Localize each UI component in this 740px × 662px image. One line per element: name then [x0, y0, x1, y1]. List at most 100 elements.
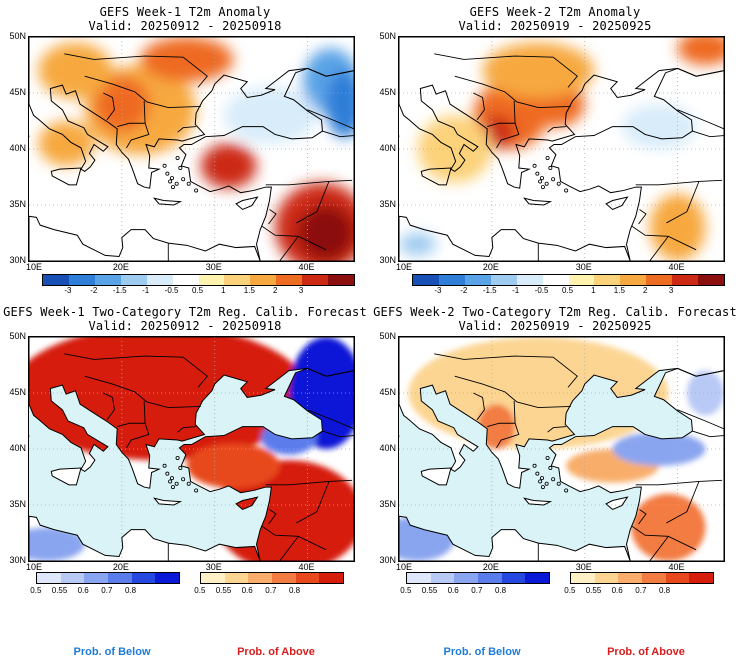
country-borders — [434, 53, 724, 261]
lat-tick-label: 50N — [9, 331, 26, 341]
prob-above-colorbar — [570, 572, 714, 584]
anomaly-region — [399, 233, 437, 256]
colorbar-tick-label: 0.6 — [611, 586, 623, 595]
lat-tick-label: 40N — [379, 443, 396, 453]
colorbar-tick-label: -1.5 — [482, 286, 497, 295]
lat-tick-label: 35N — [9, 199, 26, 209]
lon-tick-label: 40E — [668, 262, 685, 272]
prob-above-colorbar-bin — [665, 573, 690, 583]
lon-tick-label: 10E — [395, 562, 412, 572]
map-week1-prob — [28, 336, 355, 562]
coastlines — [399, 37, 724, 261]
colorbar-tick-label: 0.6 — [241, 586, 253, 595]
colorbar-tick-label: -3 — [434, 286, 442, 295]
prob-below-colorbar-bin — [84, 573, 109, 583]
prob-below-colorbar-bin — [478, 573, 502, 583]
anomaly-colorbar-bin — [542, 275, 569, 285]
prob-above-colorbar-bin — [594, 573, 619, 583]
lon-tick-label: 10E — [25, 562, 42, 572]
lon-tick-label: 30E — [575, 262, 592, 272]
prob-above-colorbar-bin — [201, 573, 225, 583]
panel-title: GEFS Week-2 T2m Anomaly — [469, 5, 641, 19]
country-borders — [64, 53, 354, 261]
colorbar-tick-label: 1.5 — [613, 286, 625, 295]
anomaly-colorbar-bin — [516, 275, 543, 285]
lon-tick-label: 20E — [112, 262, 129, 272]
anomaly-colorbar-bin — [276, 275, 303, 285]
prob-below-colorbar-bin — [60, 573, 85, 583]
lon-tick-label: 40E — [298, 262, 315, 272]
anomaly-colorbar-bin — [198, 275, 225, 285]
colorbar-tick-label: 3 — [668, 286, 674, 295]
anomaly-region — [38, 121, 94, 166]
anomaly-colorbar-bin — [224, 275, 251, 285]
map-week2-prob — [398, 336, 725, 562]
lat-tick-label: 50N — [379, 31, 396, 41]
lat-tick-label: 30N — [9, 255, 26, 265]
anomaly-colorbar-bin — [594, 275, 621, 285]
colorbar-tick-label: 0.8 — [658, 586, 671, 595]
lon-tick-label: 30E — [205, 262, 222, 272]
colorbar-tick-label: 0.5 — [564, 586, 576, 595]
gridlines — [29, 337, 354, 561]
anomaly-colorbar-bin — [464, 275, 491, 285]
anomaly-colorbar — [412, 274, 725, 286]
prob-above-region — [477, 404, 516, 449]
anomaly-region — [224, 87, 317, 144]
gridlines — [399, 337, 724, 561]
anomaly-colorbar-bin — [120, 275, 147, 285]
anomaly-region — [298, 205, 354, 261]
panel-title: GEFS Week-2 Two-Category T2m Reg. Calib.… — [373, 305, 737, 319]
prob-below-colorbar — [406, 572, 550, 584]
lon-tick-label: 30E — [205, 562, 222, 572]
colorbar-tick-label: 0.5 — [191, 286, 204, 295]
anomaly-field — [399, 37, 724, 261]
caption-prob-above-left: Prob. of Above — [237, 646, 315, 658]
anomaly-region — [326, 70, 354, 138]
lat-tick-label: 45N — [379, 387, 396, 397]
lat-tick-label: 40N — [379, 143, 396, 153]
prob-above-colorbar-bin — [689, 573, 714, 583]
prob-above-colorbar-bin — [224, 573, 249, 583]
lat-tick-label: 45N — [379, 87, 396, 97]
colorbar-tick-label: 3 — [298, 286, 304, 295]
lon-tick-label: 30E — [575, 562, 592, 572]
prob-below-colorbar-bin — [108, 573, 132, 583]
colorbar-tick-label: 0.7 — [471, 586, 483, 595]
prob-above-region — [186, 443, 280, 489]
coastlines — [29, 37, 354, 261]
colorbar-tick-label: -2 — [460, 286, 468, 295]
prob-below-colorbar — [36, 572, 180, 584]
gridlines — [399, 37, 724, 261]
colorbar-tick-label: 1 — [221, 286, 226, 295]
panel-valid: Valid: 20250919 - 20250925 — [458, 19, 652, 33]
map-week2-anomaly — [398, 36, 725, 262]
country-borders — [434, 353, 724, 561]
colorbar-tick-label: 0.5 — [400, 586, 412, 595]
lon-tick-label: 20E — [482, 562, 499, 572]
panel-week1-prob: GEFS Week-1 Two-Category T2m Reg. Calib.… — [0, 300, 370, 600]
anomaly-colorbar-bin — [328, 275, 355, 285]
panel-valid: Valid: 20250912 - 20250918 — [88, 19, 282, 33]
colorbar-tick-label: 0.8 — [494, 586, 507, 595]
anomaly-colorbar-bin — [68, 275, 95, 285]
map-week1-anomaly — [28, 36, 355, 262]
colorbar-tick-label: 0.8 — [124, 586, 137, 595]
lat-tick-label: 35N — [379, 499, 396, 509]
colorbar-tick-label: 0.7 — [265, 586, 277, 595]
map-canvas — [399, 337, 724, 561]
prob-below-region — [29, 527, 85, 561]
prob-above-colorbar-bin — [295, 573, 320, 583]
colorbar-tick-label: -3 — [64, 286, 72, 295]
lat-tick-label: 40N — [9, 143, 26, 153]
prob-below-colorbar-bin — [525, 573, 550, 583]
caption-prob-below-left: Prob. of Below — [73, 646, 151, 658]
lat-tick-label: 50N — [379, 331, 396, 341]
panel-week2-prob: GEFS Week-2 Two-Category T2m Reg. Calib.… — [370, 300, 740, 600]
lat-tick-label: 35N — [9, 499, 26, 509]
lat-tick-label: 30N — [379, 255, 396, 265]
panel-week1-anomaly: GEFS Week-1 T2m Anomaly Valid: 20250912 … — [0, 0, 370, 300]
colorbar-tick-label: 0.55 — [215, 586, 232, 595]
anomaly-colorbar-bin — [146, 275, 173, 285]
prob-below-colorbar-bin — [131, 573, 156, 583]
